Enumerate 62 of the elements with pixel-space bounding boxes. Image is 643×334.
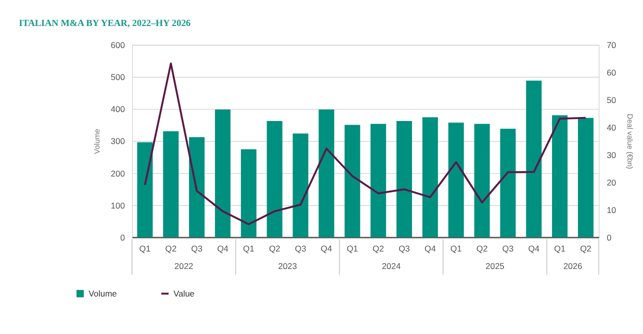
x-tick-label: Q3 bbox=[294, 244, 306, 254]
x-tick-label: Q1 bbox=[554, 244, 566, 254]
y2-tick-label: 0 bbox=[606, 232, 612, 242]
bar bbox=[137, 142, 153, 238]
line-series bbox=[144, 62, 587, 226]
y2-tick-label: 30 bbox=[606, 150, 616, 160]
text: 2024 bbox=[382, 261, 401, 272]
y-tick-label: 300 bbox=[110, 136, 126, 146]
y-tick-label: 100 bbox=[110, 200, 126, 210]
y-tick-label: 500 bbox=[110, 72, 126, 82]
text: 2026 bbox=[563, 261, 582, 272]
x-tick-label: Q4 bbox=[528, 244, 540, 254]
y2-tick-label: 10 bbox=[606, 204, 616, 215]
text: 2022 bbox=[174, 261, 194, 272]
bar bbox=[318, 110, 334, 238]
text: 2023 bbox=[278, 261, 298, 272]
y2-tick-label: 40 bbox=[606, 122, 616, 132]
bar bbox=[578, 118, 594, 238]
y2-tick-label: 70 bbox=[606, 40, 616, 50]
bar bbox=[448, 122, 464, 238]
bar bbox=[500, 128, 516, 238]
y-axis-title: Volume bbox=[92, 128, 102, 154]
x-tick-label: Q2 bbox=[165, 244, 177, 254]
legend-label: Volume bbox=[88, 288, 118, 298]
x-tick-label: Q3 bbox=[191, 244, 203, 254]
bar bbox=[526, 80, 542, 238]
y2-tick-label: 20 bbox=[606, 177, 616, 188]
x-tick-label: Q1 bbox=[346, 244, 358, 254]
x-tick-label: Q4 bbox=[424, 244, 436, 254]
x-tick-label: Q1 bbox=[243, 244, 255, 254]
y-tick-label: 400 bbox=[110, 104, 126, 114]
y2-tick-label: 60 bbox=[606, 68, 616, 78]
y2-tick-label: 50 bbox=[606, 95, 616, 105]
y-tick-label: 600 bbox=[110, 40, 126, 50]
x-tick-label: Q2 bbox=[268, 244, 281, 254]
chart-title: ITALIAN M&A BY YEAR, 2022–HY 2026 bbox=[18, 18, 191, 29]
bar bbox=[266, 121, 282, 238]
bar bbox=[396, 121, 412, 238]
bar bbox=[214, 110, 231, 238]
x-tick-label: Q1 bbox=[450, 244, 462, 254]
legend-label: Value bbox=[173, 288, 195, 298]
x-tick-label: Q4 bbox=[320, 244, 332, 254]
bar bbox=[474, 124, 490, 238]
bar bbox=[292, 134, 308, 238]
bar bbox=[370, 124, 386, 238]
x-tick-label: Q1 bbox=[139, 244, 151, 254]
y-tick-label: 0 bbox=[120, 232, 126, 242]
text: 2025 bbox=[486, 261, 505, 272]
bar bbox=[422, 117, 438, 238]
x-tick-label: Q3 bbox=[398, 244, 410, 254]
x-tick-label: Q2 bbox=[476, 244, 488, 254]
x-tick-label: Q4 bbox=[217, 244, 229, 254]
y2-axis-title: Deal value (€bn) bbox=[625, 114, 634, 170]
bar bbox=[240, 149, 256, 238]
x-tick-label: Q3 bbox=[502, 244, 514, 254]
bar bbox=[552, 115, 568, 238]
bar bbox=[189, 137, 205, 238]
bar bbox=[163, 131, 179, 238]
bar bbox=[344, 124, 360, 238]
y-tick-label: 200 bbox=[110, 168, 126, 178]
x-tick-label: Q2 bbox=[372, 244, 384, 254]
x-tick-label: Q2 bbox=[580, 244, 592, 254]
